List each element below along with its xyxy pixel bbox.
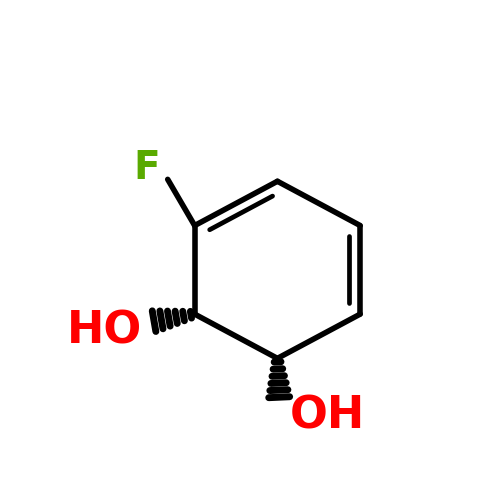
Text: F: F xyxy=(133,149,160,187)
Text: HO: HO xyxy=(66,310,142,353)
Text: OH: OH xyxy=(290,394,365,438)
